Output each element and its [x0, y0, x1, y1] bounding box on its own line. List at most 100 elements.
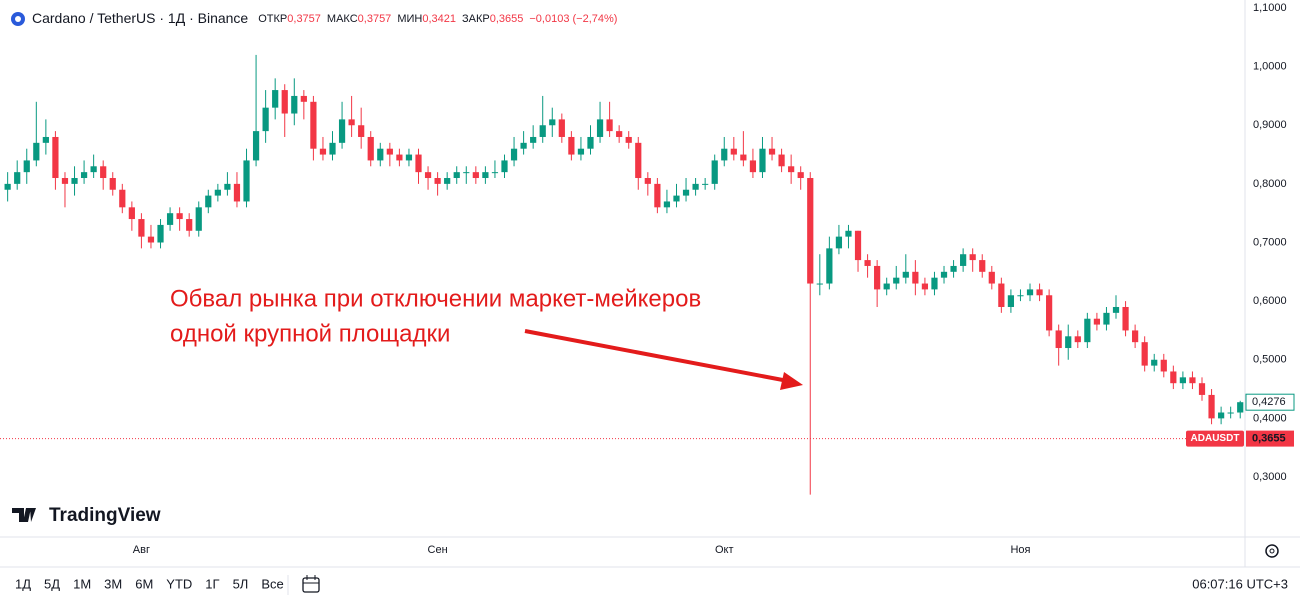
candle-body: [1141, 342, 1148, 366]
candle-body: [358, 125, 365, 137]
brand-logo: [12, 508, 36, 522]
symbol-label: ADAUSDT: [1191, 433, 1240, 444]
y-tick-label: 0,6000: [1253, 295, 1287, 307]
candle-body: [663, 201, 671, 208]
candle-body: [979, 260, 986, 272]
candle-body: [224, 183, 231, 190]
candle-body: [788, 166, 795, 173]
legend-label: МАКС: [327, 13, 358, 25]
y-tick-label: 0,9000: [1253, 119, 1287, 131]
candle-body: [71, 178, 78, 184]
candle-body: [558, 119, 565, 137]
legend-value: 0,3421: [422, 13, 456, 25]
candle-body: [940, 271, 948, 278]
candle-body: [539, 125, 546, 137]
candle-body: [444, 178, 451, 184]
candle-body: [1170, 371, 1177, 384]
candle-body: [482, 172, 489, 179]
candle-body: [931, 277, 938, 290]
candle-body: [243, 160, 250, 202]
candle-body: [1112, 306, 1120, 313]
legend-label: ЗАКР: [462, 13, 490, 25]
candle-body: [845, 230, 852, 237]
y-tick-label: 0,7000: [1253, 236, 1287, 248]
candle-body: [835, 236, 843, 249]
date-range-button[interactable]: [302, 575, 320, 593]
range-button[interactable]: 1Д: [15, 576, 31, 591]
candle-body: [434, 178, 441, 184]
candle-body: [281, 90, 288, 114]
candle-body: [721, 148, 728, 161]
settings-button[interactable]: [1265, 544, 1279, 558]
candle-body: [33, 142, 40, 161]
candle-body: [463, 172, 470, 174]
candle-body: [453, 172, 460, 179]
candle-body: [405, 154, 413, 161]
candle-body: [214, 189, 221, 196]
range-button[interactable]: 5Д: [44, 576, 60, 591]
candle-body: [596, 119, 604, 137]
candle-body: [348, 119, 355, 126]
candle-body: [1074, 336, 1081, 343]
range-button[interactable]: YTD: [166, 576, 192, 591]
candle-body: [138, 219, 145, 237]
range-button[interactable]: 3М: [104, 576, 122, 591]
symbol: Cardano / TetherUS · 1Д · Binance: [32, 10, 248, 26]
candle-body: [921, 283, 929, 290]
candle-body: [100, 166, 107, 179]
annotation-line: одной крупной площадки: [170, 320, 450, 347]
candle-body: [1237, 402, 1244, 413]
candle-body: [186, 219, 193, 231]
candle-body: [654, 183, 661, 208]
range-button[interactable]: Все: [261, 576, 283, 591]
legend-change: −0,0103 (−2,74%): [529, 13, 617, 25]
candle-body: [119, 189, 126, 208]
candle-body: [1046, 295, 1053, 331]
candle-body: [1218, 412, 1225, 419]
x-tick-label: Ноя: [1010, 544, 1030, 556]
candle-body: [568, 136, 575, 155]
x-tick-label: Окт: [715, 544, 734, 556]
candle-body: [338, 119, 346, 143]
candle-body: [988, 271, 995, 284]
range-button[interactable]: 1Г: [205, 576, 219, 591]
candle-body: [61, 178, 69, 184]
candle-body: [1007, 295, 1015, 307]
legend-label: МИН: [397, 13, 422, 25]
candle-body: [205, 195, 212, 208]
candle-body: [797, 172, 804, 179]
candle-body: [740, 154, 747, 161]
candle-body: [711, 160, 718, 184]
y-tick-label: 0,8000: [1253, 178, 1287, 190]
candle-body: [90, 166, 97, 173]
annotation-arrow: [524, 329, 803, 390]
y-tick-label: 1,1000: [1253, 2, 1287, 14]
candle-body: [759, 148, 766, 173]
range-button[interactable]: 5Л: [233, 576, 249, 591]
candle-body: [396, 154, 403, 161]
candle-body: [807, 178, 814, 284]
brand: TradingView: [49, 505, 161, 526]
candle-body: [520, 142, 527, 149]
candle-body: [692, 183, 699, 190]
last-price-label: 0,4276: [1252, 396, 1286, 408]
price-box: [1246, 430, 1294, 447]
candle-body: [644, 178, 651, 184]
symbol-icon: [11, 12, 25, 26]
symbol-box: [1186, 430, 1244, 447]
candle-body: [864, 260, 871, 266]
x-tick-label: Сен: [428, 544, 448, 556]
candle-body: [1208, 394, 1215, 419]
candle-body: [157, 224, 164, 243]
candle-body: [310, 101, 317, 149]
candle-body: [682, 189, 690, 196]
candle-body: [262, 107, 269, 132]
candle-body: [673, 195, 680, 202]
candle-body: [23, 160, 30, 173]
candle-body: [1026, 289, 1034, 296]
range-button[interactable]: 6М: [135, 576, 153, 591]
candle-body: [377, 148, 384, 161]
candle-body: [702, 183, 709, 185]
range-button[interactable]: 1М: [73, 576, 91, 591]
